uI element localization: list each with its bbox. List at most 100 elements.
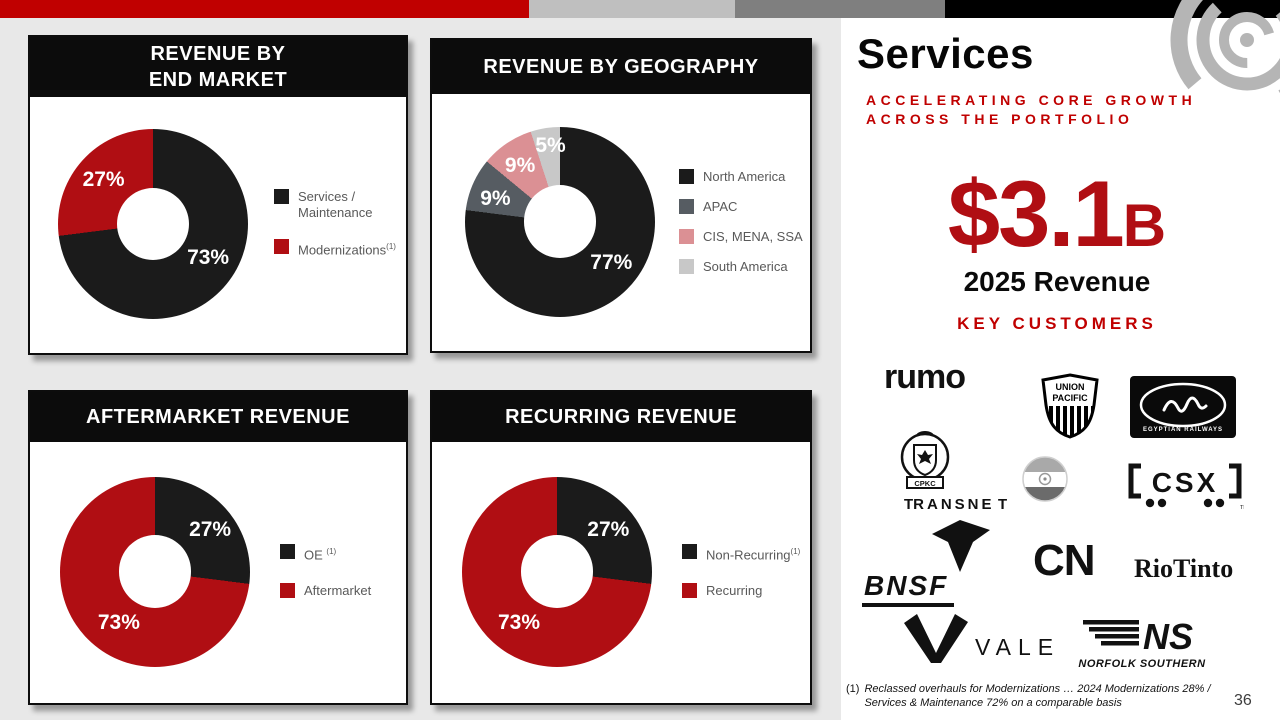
legend-label-text: OE: [304, 547, 323, 563]
chart-title-end-market: REVENUE BY END MARKET: [30, 37, 406, 97]
page-number: 36: [1234, 692, 1252, 709]
legend-swatch: [679, 228, 694, 244]
legend-item: Non-Recurring(1): [682, 543, 810, 563]
top-accent-bar: [0, 0, 1280, 18]
legend-swatch: [682, 543, 697, 559]
svg-text:PACIFIC: PACIFIC: [1052, 393, 1088, 403]
chart-legend: OE (1) Aftermarket: [280, 543, 406, 599]
legend-label-text: Modernizations: [298, 242, 387, 258]
svg-text:NS: NS: [1143, 616, 1193, 655]
norfolk-southern-logo: NS NORFOLK SOUTHERN: [1077, 613, 1207, 670]
arrow-emblem-logo: [930, 516, 992, 579]
legend-swatch: [679, 198, 694, 214]
transnet-letters: RANSNE: [913, 496, 995, 513]
chart-body: 73% 27% Services / Maintenance Moderniza…: [30, 97, 406, 351]
rio-tinto-logo: RioTinto: [1134, 554, 1234, 583]
legend-label: Non-Recurring(1): [706, 544, 800, 563]
chart-legend: North America APAC CIS, MENA, SSA South …: [679, 168, 809, 275]
legend-item: South America: [679, 258, 809, 275]
cn-logo: CN: [1033, 536, 1096, 585]
page-subtitle: ACCELERATING CORE GROWTH ACROSS THE PORT…: [866, 92, 1197, 127]
revenue-value: $3.1: [947, 161, 1125, 266]
slice-label: 73%: [497, 610, 541, 634]
slice-label: 77%: [590, 251, 633, 275]
chart-title-aftermarket: AFTERMARKET REVENUE: [30, 392, 406, 442]
slice-label: 73%: [97, 610, 140, 634]
footnote: (1) Reclassed overhauls for Modernizatio…: [846, 682, 1246, 710]
chart-card-recurring-revenue: RECURRING REVENUE 27% 73% Non-Recurring(…: [430, 390, 812, 705]
svg-text:TM: TM: [1240, 505, 1244, 511]
revenue-unit: B: [1122, 192, 1167, 259]
legend-item: CIS, MENA, SSA: [679, 228, 809, 245]
rumo-logo: rumo: [884, 358, 966, 396]
legend-label: OE (1): [304, 544, 336, 563]
legend-label: North America: [703, 168, 786, 184]
slice-label: 5%: [535, 133, 566, 157]
vale-check-icon: [904, 614, 968, 663]
legend-item: Recurring: [682, 583, 810, 599]
svg-text:CPKC: CPKC: [914, 479, 936, 488]
csx-logo: CSX TM: [1126, 460, 1248, 517]
legend-swatch: [679, 258, 694, 274]
legend-label: Aftermarket: [304, 583, 372, 599]
key-customers-heading: KEY CUSTOMERS: [957, 314, 1157, 333]
vale-logo: VALE: [903, 610, 1060, 664]
donut-chart-geography: 77% 9% 9% 5%: [465, 126, 655, 317]
legend-label-text: Non-Recurring: [706, 547, 791, 563]
transnet-logo: TRANSNET: [901, 496, 1007, 513]
chart-card-revenue-by-end-market: REVENUE BY END MARKET 73% 27% Services /…: [28, 35, 408, 355]
revenue-figure: $3.1B: [845, 160, 1269, 268]
legend-item: North America: [679, 168, 809, 185]
donut-chart-recurring: 27% 73%: [462, 476, 652, 667]
footnote-marker: (1): [846, 683, 860, 695]
legend-item: Services / Maintenance: [274, 189, 398, 221]
legend-swatch: [679, 168, 694, 184]
footnote-text: Reclassed overhauls for Modernizations ……: [864, 683, 1211, 709]
union-pacific-logo: UNION PACIFIC: [1041, 373, 1099, 444]
slice-label: 27%: [82, 168, 125, 192]
chart-legend: Services / Maintenance Modernizations(1): [274, 189, 398, 258]
legend-label: South America: [703, 258, 788, 274]
legend-item: Aftermarket: [280, 583, 406, 599]
legend-swatch: [274, 239, 289, 255]
legend-swatch: [280, 543, 295, 559]
vale-wordmark: VALE: [975, 634, 1061, 660]
legend-label: CIS, MENA, SSA: [703, 228, 803, 244]
legend-label: Modernizations(1): [298, 239, 396, 258]
legend-item: Modernizations(1): [274, 239, 398, 258]
svg-text:CSX: CSX: [1152, 467, 1219, 498]
brand-swirl-icon: [1170, 0, 1280, 117]
slice-label: 27%: [587, 517, 630, 541]
page-title: Services: [857, 30, 1034, 77]
slice-label: 27%: [189, 517, 232, 541]
chart-card-revenue-by-geography: REVENUE BY GEOGRAPHY 77% 9% 9% 5% North …: [430, 38, 812, 353]
donut-chart-aftermarket: 27% 73%: [60, 476, 250, 667]
legend-label: Services / Maintenance: [298, 189, 373, 221]
legend-item: APAC: [679, 198, 809, 215]
svg-text:EGYPTIAN RAILWAYS: EGYPTIAN RAILWAYS: [1143, 427, 1223, 433]
transnet-letter: T: [994, 496, 1007, 513]
svg-text:UNION: UNION: [1056, 382, 1085, 392]
legend-swatch: [280, 583, 295, 599]
footnote-reference: (1): [790, 546, 801, 556]
top-bar-red-segment: [0, 0, 529, 18]
cpkc-logo: CPKC: [896, 424, 954, 499]
ns-mark-icon: NS: [1083, 616, 1193, 657]
top-bar-lightgray-segment: [529, 0, 735, 18]
legend-label: Recurring: [706, 583, 763, 599]
chart-title-recurring: RECURRING REVENUE: [432, 392, 810, 442]
norfolk-southern-caption: NORFOLK SOUTHERN: [1078, 658, 1206, 670]
legend-item: OE (1): [280, 543, 406, 563]
top-bar-gray-segment: [735, 0, 945, 18]
slice-label: 9%: [504, 154, 536, 178]
footnote-reference: (1): [326, 546, 337, 556]
flag-roundel-logo: [1022, 456, 1068, 507]
chart-card-aftermarket-revenue: AFTERMARKET REVENUE 27% 73% OE (1) After…: [28, 390, 408, 705]
legend-swatch: [274, 189, 289, 205]
chart-body: 77% 9% 9% 5% North America APAC CIS, MEN…: [432, 94, 810, 349]
legend-swatch: [682, 583, 697, 599]
footnote-reference: (1): [386, 242, 396, 252]
bnsf-logo: BNSF: [862, 570, 955, 607]
egyptian-railways-logo: EGYPTIAN RAILWAYS: [1130, 376, 1236, 443]
slice-label: 9%: [480, 186, 511, 210]
